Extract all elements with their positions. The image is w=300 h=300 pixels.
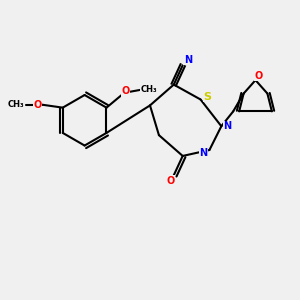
Text: O: O [167, 176, 175, 186]
Text: O: O [33, 100, 42, 110]
Text: N: N [184, 55, 192, 65]
Text: CH₃: CH₃ [141, 85, 157, 94]
Text: S: S [203, 92, 211, 101]
Text: O: O [254, 71, 262, 81]
Text: N: N [223, 121, 231, 131]
Text: CH₃: CH₃ [8, 100, 24, 109]
Text: O: O [122, 86, 130, 96]
Text: N: N [200, 148, 208, 158]
